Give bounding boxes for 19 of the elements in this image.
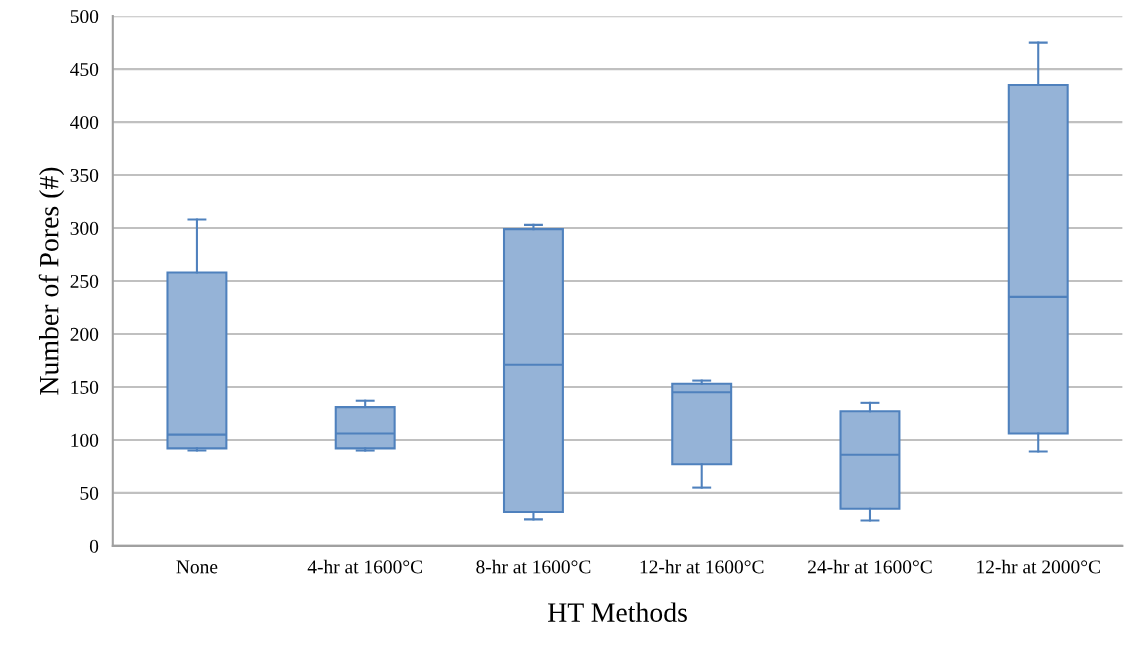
y-tick-label: 0 (89, 539, 99, 553)
y-tick-label: 250 (70, 274, 99, 288)
x-tick-label: 8-hr at 1600°C (476, 559, 591, 574)
x-tick-label: None (176, 560, 218, 574)
x-tick-label: 4-hr at 1600°C (307, 559, 423, 574)
y-tick-label: 400 (70, 115, 99, 130)
y-tick-label: 100 (71, 433, 99, 447)
y-tick-label: 500 (70, 9, 99, 24)
y-tick-label: 150 (71, 380, 99, 394)
y-tick-label: 350 (70, 168, 99, 182)
x-tick-label: 24-hr at 1600°C (808, 559, 932, 574)
y-tick-label: 300 (70, 221, 99, 235)
y-tick-label: 450 (70, 62, 99, 77)
x-tick-label: 12-hr at 1600°C (640, 559, 764, 574)
y-axis-title: Number of Pores (#) (38, 167, 65, 395)
y-tick-label: 50 (80, 486, 99, 500)
x-tick-label: 12-hr at 2000°C (977, 559, 1100, 574)
x-axis-title: HT Methods (548, 602, 687, 622)
y-tick-label: 200 (70, 327, 99, 341)
